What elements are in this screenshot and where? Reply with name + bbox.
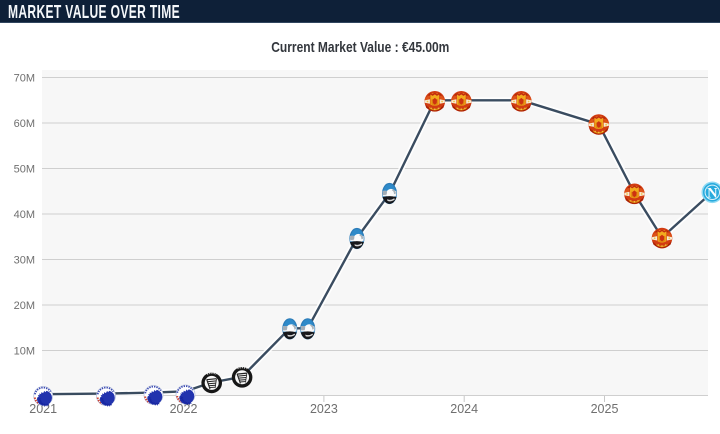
svg-text:2021: 2021 <box>29 402 57 416</box>
svg-text:2024: 2024 <box>450 402 478 416</box>
svg-text:50M: 50M <box>14 164 35 176</box>
svg-text:2025: 2025 <box>591 402 619 416</box>
svg-text:20M: 20M <box>14 300 35 312</box>
svg-text:2022: 2022 <box>170 402 198 416</box>
svg-text:70M: 70M <box>14 73 35 85</box>
svg-text:40M: 40M <box>14 209 35 221</box>
svg-text:60M: 60M <box>14 118 35 130</box>
svg-text:30M: 30M <box>14 255 35 267</box>
svg-text:10M: 10M <box>14 346 35 358</box>
svg-text:2023: 2023 <box>310 402 338 416</box>
